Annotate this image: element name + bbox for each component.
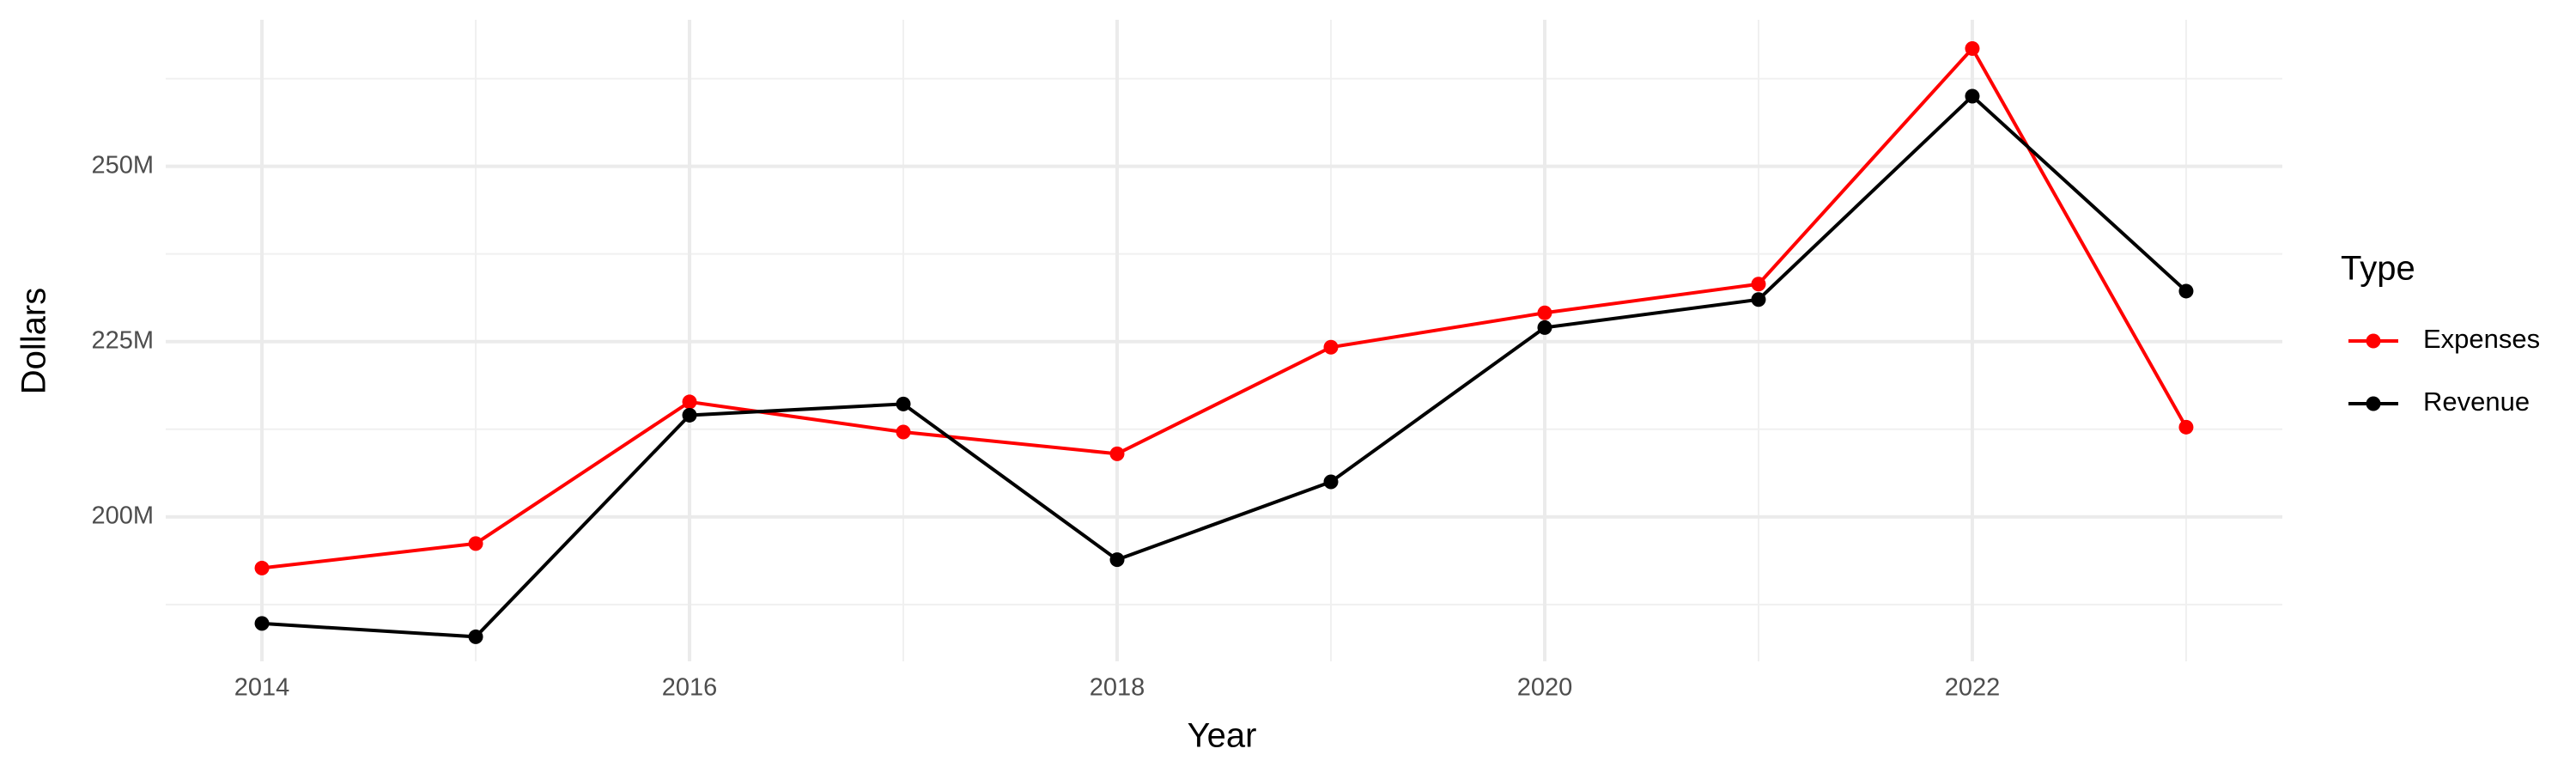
data-point: [254, 560, 270, 575]
data-point: [1965, 88, 1980, 104]
y-tick-label: 200M: [91, 502, 154, 529]
data-point: [1109, 552, 1125, 568]
x-axis-title: Year: [1188, 717, 1257, 755]
x-tick-label: 2022: [1945, 674, 2001, 702]
legend-title: Type: [2341, 250, 2415, 288]
x-tick-label: 2018: [1090, 674, 1145, 702]
y-tick-label: 250M: [91, 151, 154, 179]
data-point: [468, 536, 483, 551]
data-point: [2178, 283, 2194, 299]
data-point: [1109, 446, 1125, 461]
data-point: [682, 407, 697, 423]
x-tick-label: 2014: [234, 674, 290, 702]
data-point: [1537, 305, 1552, 320]
y-axis-title: Dollars: [15, 288, 53, 394]
data-point: [1965, 40, 1980, 56]
series-line: [261, 46, 2188, 570]
series-line: [261, 94, 2188, 639]
legend-label: Revenue: [2423, 386, 2530, 417]
data-point: [1751, 277, 1766, 292]
data-point: [1323, 339, 1339, 355]
y-tick-label: 225M: [91, 326, 154, 354]
data-point: [468, 629, 483, 644]
data-point: [896, 396, 911, 411]
data-point: [896, 424, 911, 440]
data-point: [1323, 474, 1339, 490]
data-point: [2178, 419, 2194, 435]
data-point: [682, 394, 697, 410]
data-point: [1751, 292, 1766, 307]
data-point: [1537, 320, 1552, 335]
x-tick-label: 2016: [662, 674, 718, 702]
data-point: [254, 616, 270, 631]
x-tick-label: 2020: [1517, 674, 1573, 702]
legend-label: Expenses: [2423, 324, 2540, 354]
legend-point: [2366, 396, 2381, 411]
legend-point: [2366, 333, 2381, 349]
